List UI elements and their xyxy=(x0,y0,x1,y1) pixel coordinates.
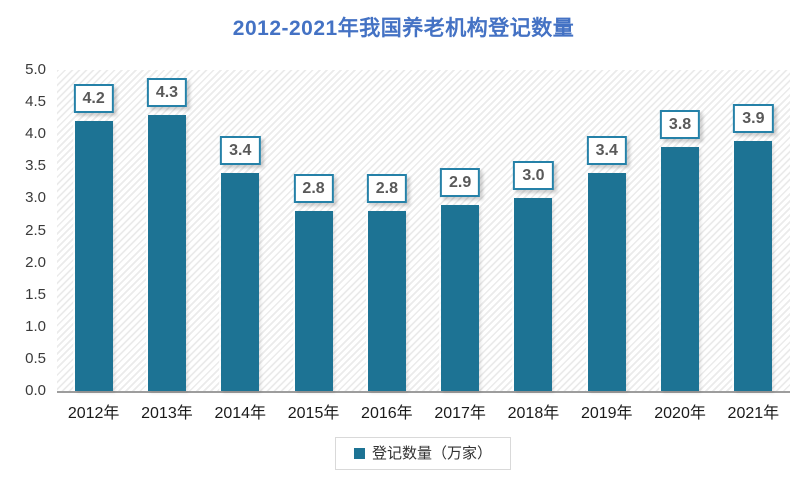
y-tick-label: 1.0 xyxy=(25,317,46,335)
x-axis-labels: 2012年 2013年 2014年 2015年 2016年 2017年 2018年 2019年… xyxy=(0,399,807,422)
bar-2017年 xyxy=(441,204,480,391)
chart-title: 2012-2021年我国养老机构登记数量 xyxy=(232,17,575,40)
bar-2020年 xyxy=(661,147,700,391)
x-tick-label: 2014年 xyxy=(214,405,267,422)
x-tick-label: 2020年 xyxy=(654,405,706,422)
y-tick-label: 3.5 xyxy=(25,157,46,175)
bar-2021年 xyxy=(734,140,773,391)
x-tick-label: 2019年 xyxy=(580,405,633,422)
y-tick-label: 1.5 xyxy=(25,285,46,303)
x-tick-label: 2021年 xyxy=(727,405,780,422)
y-tick-label: 3.0 xyxy=(25,189,46,207)
y-tick-label: 5.0 xyxy=(25,61,46,78)
legend-label: 登记数量（万家） xyxy=(371,445,493,462)
x-tick-label: 2018年 xyxy=(507,405,560,422)
data-label: 4.2 xyxy=(73,84,114,114)
data-label: 2.8 xyxy=(366,174,407,204)
data-label: 2.9 xyxy=(440,167,481,197)
data-label: 4.3 xyxy=(146,77,188,107)
x-tick-label: 2016年 xyxy=(361,405,413,422)
bar-2014年 xyxy=(221,172,260,391)
data-label: 3.9 xyxy=(733,103,774,133)
bar-2016年 xyxy=(367,211,406,391)
data-label: 3.4 xyxy=(586,135,627,165)
bar-2015年 xyxy=(294,211,333,391)
y-tick-label: 2.0 xyxy=(25,253,46,271)
y-tick-label: 0.5 xyxy=(25,349,46,367)
x-tick-label: 2012年 xyxy=(67,405,120,422)
data-label: 2.8 xyxy=(293,174,334,204)
legend-square-marker-icon xyxy=(353,448,365,459)
data-label: 3.4 xyxy=(220,135,261,165)
x-tick-label: 2013年 xyxy=(141,405,193,422)
data-label: 3.0 xyxy=(513,161,554,191)
x-tick-label: 2017年 xyxy=(434,405,486,422)
bar-2013年 xyxy=(147,114,186,391)
bar-2018年 xyxy=(514,198,553,391)
bar-2012年 xyxy=(74,121,113,391)
y-tick-label: 0.0 xyxy=(25,382,46,399)
legend: 登记数量（万家） xyxy=(334,437,512,470)
data-label: 3.8 xyxy=(659,110,701,140)
y-tick-label: 2.5 xyxy=(25,221,46,239)
x-tick-label: 2015年 xyxy=(287,405,340,422)
bar-2019年 xyxy=(587,172,626,391)
y-tick-label: 4.5 xyxy=(25,93,46,111)
plot-area: 4.2 4.3 3.4 2.8 2.8 2.9 3.0 3.4 3.8 3.9 xyxy=(57,70,790,393)
y-tick-label: 4.0 xyxy=(25,125,46,143)
